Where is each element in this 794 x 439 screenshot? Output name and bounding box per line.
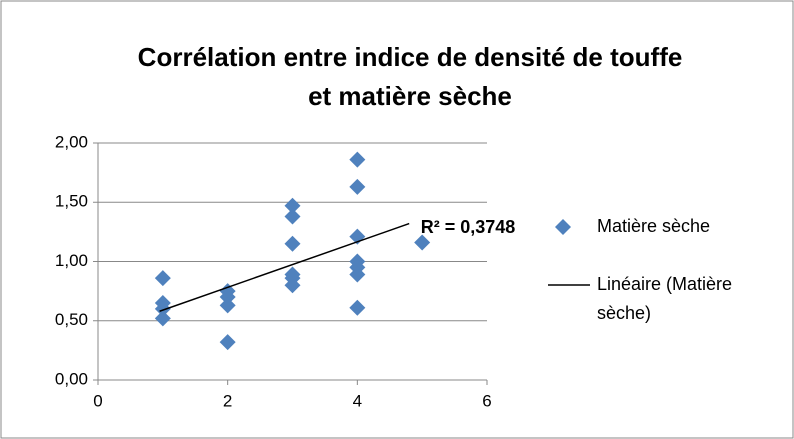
point bbox=[349, 299, 366, 316]
point bbox=[219, 289, 236, 306]
trendline bbox=[159, 222, 410, 312]
chart-title: Corrélation entre indice de densité de t… bbox=[137, 42, 683, 111]
x-tick-label: 2 bbox=[223, 391, 232, 410]
legend-label: Matière sèche bbox=[597, 216, 711, 236]
y-tick-label: 2,00 bbox=[55, 132, 88, 151]
point bbox=[414, 234, 431, 251]
point bbox=[284, 235, 301, 252]
legend-marker bbox=[555, 219, 571, 235]
y-tick-label: 1,50 bbox=[55, 192, 88, 211]
legend-label: Linéaire (Matière sèche) bbox=[597, 274, 733, 323]
x-tick-label: 6 bbox=[482, 391, 491, 410]
point bbox=[154, 310, 171, 327]
point bbox=[219, 334, 236, 351]
point bbox=[349, 178, 366, 195]
point bbox=[154, 300, 171, 317]
annotation: R² = 0,3748 bbox=[421, 217, 516, 237]
y-tick-label: 0,50 bbox=[55, 310, 88, 329]
y-tick-label: 1,00 bbox=[55, 251, 88, 270]
x-tick-label: 0 bbox=[93, 391, 102, 410]
point bbox=[284, 277, 301, 294]
point bbox=[219, 297, 236, 314]
point bbox=[349, 266, 366, 283]
point bbox=[154, 270, 171, 287]
x-tick-label: 4 bbox=[353, 391, 362, 410]
point bbox=[284, 197, 301, 214]
point bbox=[349, 151, 366, 168]
point bbox=[284, 208, 301, 225]
y-tick-label: 0,00 bbox=[55, 369, 88, 388]
